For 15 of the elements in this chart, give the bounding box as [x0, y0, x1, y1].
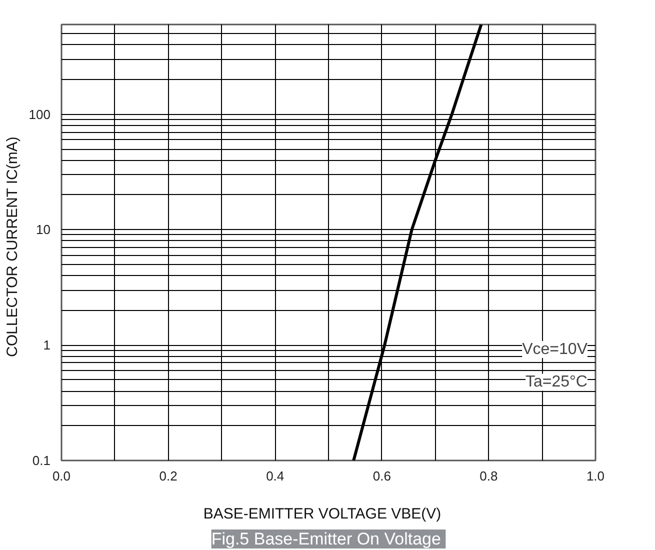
x-tick-label: 0.0 — [52, 468, 71, 484]
y-axis-title: COLLECTOR CURRENT IC(mA) — [4, 136, 21, 357]
annotation: Ta=25°C — [526, 374, 588, 391]
y-tick-label: 100 — [28, 106, 51, 122]
y-tick-label: 10 — [36, 222, 51, 238]
y-tick-label: 0.1 — [32, 453, 51, 468]
x-tick-label: 0.4 — [266, 468, 284, 484]
x-tick-label: 1.0 — [586, 468, 605, 484]
x-tick-label: 0.8 — [480, 468, 498, 484]
y-tick-label: 1 — [43, 338, 51, 353]
x-tick-label: 0.6 — [372, 468, 391, 484]
x-tick-label: 0.2 — [159, 468, 178, 484]
text: Fig.5 Base-Emitter On Voltage — [211, 530, 441, 548]
annotation: Vce=10V — [522, 341, 588, 358]
x-axis-title: BASE-EMITTER VOLTAGE VBE(V) — [203, 506, 442, 522]
